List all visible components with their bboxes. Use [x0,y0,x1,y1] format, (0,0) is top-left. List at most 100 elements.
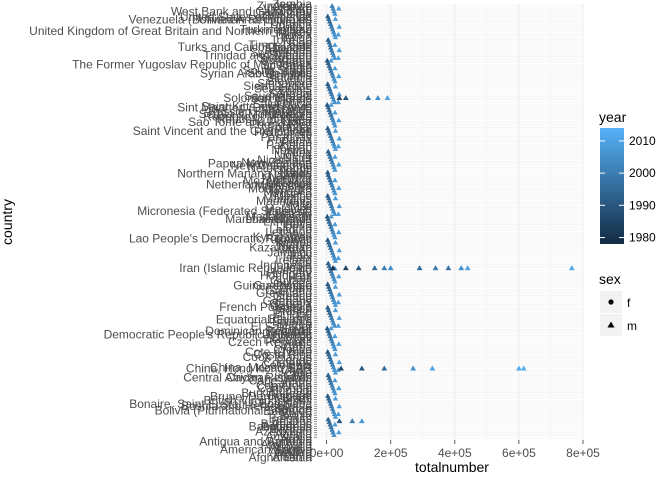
x-tick-label: 6e+05 [502,446,536,460]
data-point-triangle [332,395,339,401]
plot-panel [317,4,583,440]
y-tick-label: Czech Republic [228,335,312,349]
sex-legend-triangle-icon [607,321,615,328]
sex-legend-title: sex [599,271,621,287]
data-point-triangle [516,365,522,371]
data-point-triangle [342,265,349,271]
year-colorbar-ticks: 1980 1990 2000 2010 [600,134,656,245]
y-tick-label: Saint Lucia [253,97,313,111]
sex-legend-circle-icon [608,299,614,305]
data-point-triangle [336,73,342,79]
y-tick-label: El Salvador [251,320,312,334]
y-tick-label: Slovakia [267,74,313,88]
data-point-triangle [358,365,365,371]
data-point-triangle [336,247,342,253]
y-tick-label: Palau [281,135,312,149]
y-tick-label: Oman [279,140,312,154]
data-point-triangle [336,315,342,320]
data-point-triangle [332,369,339,375]
y-tick-label: Mauritius [263,192,312,206]
y-tick-label: Kazakhstan [249,240,312,254]
data-point-triangle [332,221,338,227]
y-tick-label: Luxembourg [245,212,312,226]
data-point-triangle [336,403,342,409]
y-tick-label: Finland [273,307,312,321]
y-tick-label: Turkmenistan [240,23,312,37]
y-tick-label: Peru [287,128,312,142]
y-tick-label: Iceland [273,263,312,277]
y-tick-label: Lithuania [263,215,312,229]
y-tick-label: Bahamas [261,420,312,434]
y-tick-label: Serbia [277,84,312,98]
y-tick-label: Italy [290,248,312,262]
y-tick-label: Swaziland [257,51,312,65]
data-point-triangle [387,265,394,271]
data-point-triangle [336,418,343,424]
y-tick-label: Cameroon [256,378,312,392]
y-tick-label: Barbados [261,417,312,431]
y-tick-label: Uzbekistan [253,7,312,21]
sex-legend-label-f: f [627,296,631,310]
y-tick-label: Ukraine [271,15,313,29]
data-point-triangle [332,195,339,201]
y-tick-label: Cayman Islands [226,371,312,385]
y-tick-label: Puerto Rico [249,117,312,131]
year-legend-title: year [599,109,627,125]
y-tick-label: Saint Vincent and the Grenadines [133,124,312,138]
y-axis-ticks [314,5,317,438]
data-marks [324,3,575,437]
y-tick-label: Malaysia [265,204,313,218]
y-tick-label: Switzerland [250,46,312,60]
y-tick-label: Botswana [259,396,312,410]
y-tick-label: Gabon [276,302,312,316]
y-tick-label: Suriname [261,53,313,67]
y-tick-label: Sierra Leone [243,79,312,93]
y-tick-label: Dominica [262,327,312,341]
y-tick-label: Slovenia [266,71,312,85]
y-tick-label: Fiji [297,309,312,323]
y-tick-label: Haiti [288,271,312,285]
y-tick-label: Guyana [270,273,312,287]
data-point-triangle [336,135,342,141]
y-tick-label: Andorra [269,445,312,459]
y-tick-label: Hungary [267,266,312,280]
data-point-triangle [458,265,465,271]
y-tick-label: Australia [265,430,312,444]
data-point-triangle [332,333,338,339]
y-tick-label: Djibouti [272,330,312,344]
y-tick-label: French Polynesia [219,300,312,314]
y-tick-label: Norway [271,143,312,157]
data-point-triangle [332,284,339,289]
sex-legend: sex f m [599,271,637,336]
data-point-triangle [338,365,344,371]
data-point-triangle [332,34,339,40]
y-tick-label: Equatorial Guinea [216,313,312,327]
y-tick-label: Mozambique [243,174,312,188]
y-tick-label: Germany [263,294,312,308]
y-tick-label: Syrian Arab Republic [200,66,312,80]
y-tick-label: Mali [290,199,312,213]
y-tick-label: Pakistan [266,138,312,152]
y-tick-label: Burkina Faso [241,386,312,400]
y-tick-label: Azerbaijan [255,424,312,438]
y-tick-label: Netherlands Antilles [206,178,312,192]
data-point-triangle [336,117,342,123]
sex-legend-label-m: m [627,319,637,333]
data-point-triangle [332,11,338,16]
data-point-triangle [328,213,334,219]
y-tick-label: Georgia [269,296,312,310]
y-tick-label: Bosnia and Herzegovina [181,399,312,413]
y-tick-label: Honduras [260,268,312,282]
data-point-triangle [429,365,436,371]
y-tick-label: Indonesia [260,258,312,272]
y-tick-label: Malta [283,197,313,211]
data-point-triangle [335,411,342,417]
y-tick-label: Greece [273,289,313,303]
y-tick-label: Republic of Moldova [203,110,312,124]
y-tick-label: India [286,261,312,275]
y-tick-label: Sint Maarten (Dutch part) [177,101,312,115]
y-tick-label: Cuba [283,340,312,354]
data-point-triangle [332,414,339,419]
y-tick-label: China [281,363,313,377]
